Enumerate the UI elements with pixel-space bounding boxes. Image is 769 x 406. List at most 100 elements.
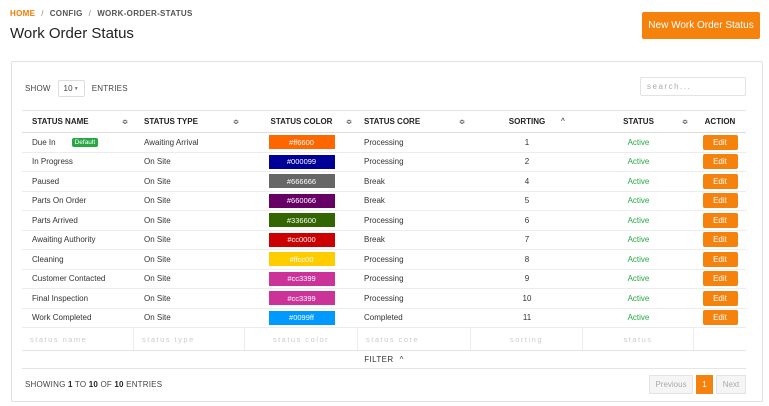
status-name-cell: Parts Arrived <box>22 211 134 230</box>
status-type-cell: On Site <box>134 211 245 230</box>
sorting-cell: 4 <box>471 172 583 191</box>
status-name: Due In <box>32 137 56 147</box>
status-active-label: Active <box>627 254 650 264</box>
status-core: Completed <box>364 313 403 323</box>
status-name: Final Inspection <box>32 293 89 303</box>
table-row: Work Completed On Site #0099ff Completed 11 A… <box>22 309 746 328</box>
filter-status-color-input[interactable]: status color <box>245 328 358 350</box>
status-name-cell: Customer Contacted <box>22 270 134 289</box>
sorting-value: 4 <box>524 176 530 186</box>
breadcrumb-home[interactable]: HOME <box>10 9 36 18</box>
info-to-word: TO <box>74 380 87 389</box>
status-name-cell: Awaiting Authority <box>22 231 134 250</box>
filter-status-type-input[interactable]: status type <box>134 328 245 350</box>
status-type-cell: On Site <box>134 270 245 289</box>
table-row: Paused On Site #666666 Break 4 Active Edit <box>22 172 746 192</box>
status-color-cell: #0099ff <box>245 309 358 328</box>
sorting-value: 5 <box>524 196 530 206</box>
search-input[interactable]: search... <box>640 77 746 96</box>
edit-button[interactable]: Edit <box>702 271 738 287</box>
sorting-cell: 10 <box>471 289 583 308</box>
table-row: Cleaning On Site #ffcc00 Processing 8 Active E… <box>22 250 746 270</box>
column-header-label: STATUS NAME <box>32 117 89 126</box>
status-active-label: Active <box>627 157 650 167</box>
edit-button[interactable]: Edit <box>702 134 738 150</box>
column-header-label: SORTING <box>508 117 546 126</box>
column-header-status[interactable]: STATUS ≎ <box>583 111 694 132</box>
entries-length-control: SHOW 10 ▼ ENTRIES <box>25 80 128 97</box>
status-name: Paused <box>32 176 60 186</box>
status-name: Customer Contacted <box>32 274 106 284</box>
edit-button[interactable]: Edit <box>702 310 738 326</box>
filter-status-input[interactable]: status <box>583 328 694 350</box>
status-name: Parts On Order <box>32 196 87 206</box>
table-row: Awaiting Authority On Site #cc0000 Break 7 Ac… <box>22 231 746 250</box>
edit-button[interactable]: Edit <box>702 193 738 209</box>
status-name: Awaiting Authority <box>32 235 96 245</box>
status-core-cell: Processing <box>358 270 471 289</box>
entries-select[interactable]: 10 ▼ <box>57 80 85 97</box>
status-type: On Site <box>144 176 171 186</box>
status-type: On Site <box>144 196 171 206</box>
table-row: Due In Default Awaiting Arrival #ff6600 Proc… <box>22 133 746 153</box>
status-color-swatch: #cc3399 <box>268 291 335 306</box>
column-header-status-color[interactable]: STATUS COLOR ≎ <box>245 111 358 132</box>
sort-icon: ≎ <box>682 118 688 126</box>
status-type-cell: On Site <box>134 250 245 269</box>
status-color-swatch: #ffcc00 <box>268 252 335 267</box>
sorting-cell: 6 <box>471 211 583 230</box>
action-cell: Edit <box>694 231 746 250</box>
sort-icon: ≎ <box>122 118 128 126</box>
filter-toggle-button[interactable]: FILTER ^ <box>22 351 746 369</box>
status-core: Processing <box>364 293 404 303</box>
pagination-previous-button[interactable]: Previous <box>649 375 693 394</box>
edit-button[interactable]: Edit <box>702 212 738 228</box>
status-color-swatch: #666666 <box>268 174 335 189</box>
new-work-order-status-button[interactable]: New Work Order Status <box>642 12 760 39</box>
edit-button[interactable]: Edit <box>702 154 738 170</box>
status-color-swatch: #cc3399 <box>268 271 335 286</box>
sorting-value: 6 <box>524 215 530 225</box>
sorting-cell: 9 <box>471 270 583 289</box>
status-cell: Active <box>583 231 694 250</box>
status-core-cell: Completed <box>358 309 471 328</box>
filter-action-empty <box>694 328 746 350</box>
status-type-cell: On Site <box>134 192 245 211</box>
pagination-next-button[interactable]: Next <box>716 375 746 394</box>
table-row: Customer Contacted On Site #cc3399 Processi… <box>22 270 746 289</box>
breadcrumb-config[interactable]: CONFIG <box>49 9 83 18</box>
action-cell: Edit <box>694 289 746 308</box>
status-color-swatch: #660066 <box>268 193 335 208</box>
column-header-status-type[interactable]: STATUS TYPE ≎ <box>134 111 245 132</box>
pagination: Previous 1 Next <box>649 375 746 394</box>
filter-status-core-input[interactable]: status core <box>358 328 471 350</box>
entries-select-value: 10 <box>63 84 73 93</box>
status-name-cell: Paused <box>22 172 134 191</box>
pagination-page-button[interactable]: 1 <box>696 375 713 394</box>
filter-status-name-input[interactable]: status name <box>22 328 134 350</box>
sorting-cell: 2 <box>471 153 583 172</box>
edit-button[interactable]: Edit <box>702 173 738 189</box>
action-cell: Edit <box>694 250 746 269</box>
edit-button[interactable]: Edit <box>702 290 738 306</box>
status-color-cell: #000099 <box>245 153 358 172</box>
action-cell: Edit <box>694 270 746 289</box>
status-color-cell: #666666 <box>245 172 358 191</box>
status-core: Processing <box>364 254 404 264</box>
edit-button[interactable]: Edit <box>702 232 738 248</box>
status-core-cell: Processing <box>358 289 471 308</box>
table-info: SHOWING 1 TO 10 OF 10 ENTRIES <box>25 380 162 389</box>
column-header-sorting[interactable]: SORTING ^ <box>471 111 583 132</box>
status-color-cell: #cc3399 <box>245 289 358 308</box>
status-color-cell: #336600 <box>245 211 358 230</box>
status-core: Processing <box>364 274 404 284</box>
column-header-status-core[interactable]: STATUS CORE ≎ <box>358 111 471 132</box>
status-core-cell: Processing <box>358 133 471 152</box>
info-total: 10 <box>114 380 124 389</box>
sorting-value: 11 <box>522 313 532 323</box>
action-cell: Edit <box>694 133 746 152</box>
edit-button[interactable]: Edit <box>702 251 738 267</box>
status-core-cell: Processing <box>358 153 471 172</box>
column-header-status-name[interactable]: STATUS NAME ≎ <box>22 111 134 132</box>
filter-sorting-input[interactable]: sorting <box>471 328 583 350</box>
